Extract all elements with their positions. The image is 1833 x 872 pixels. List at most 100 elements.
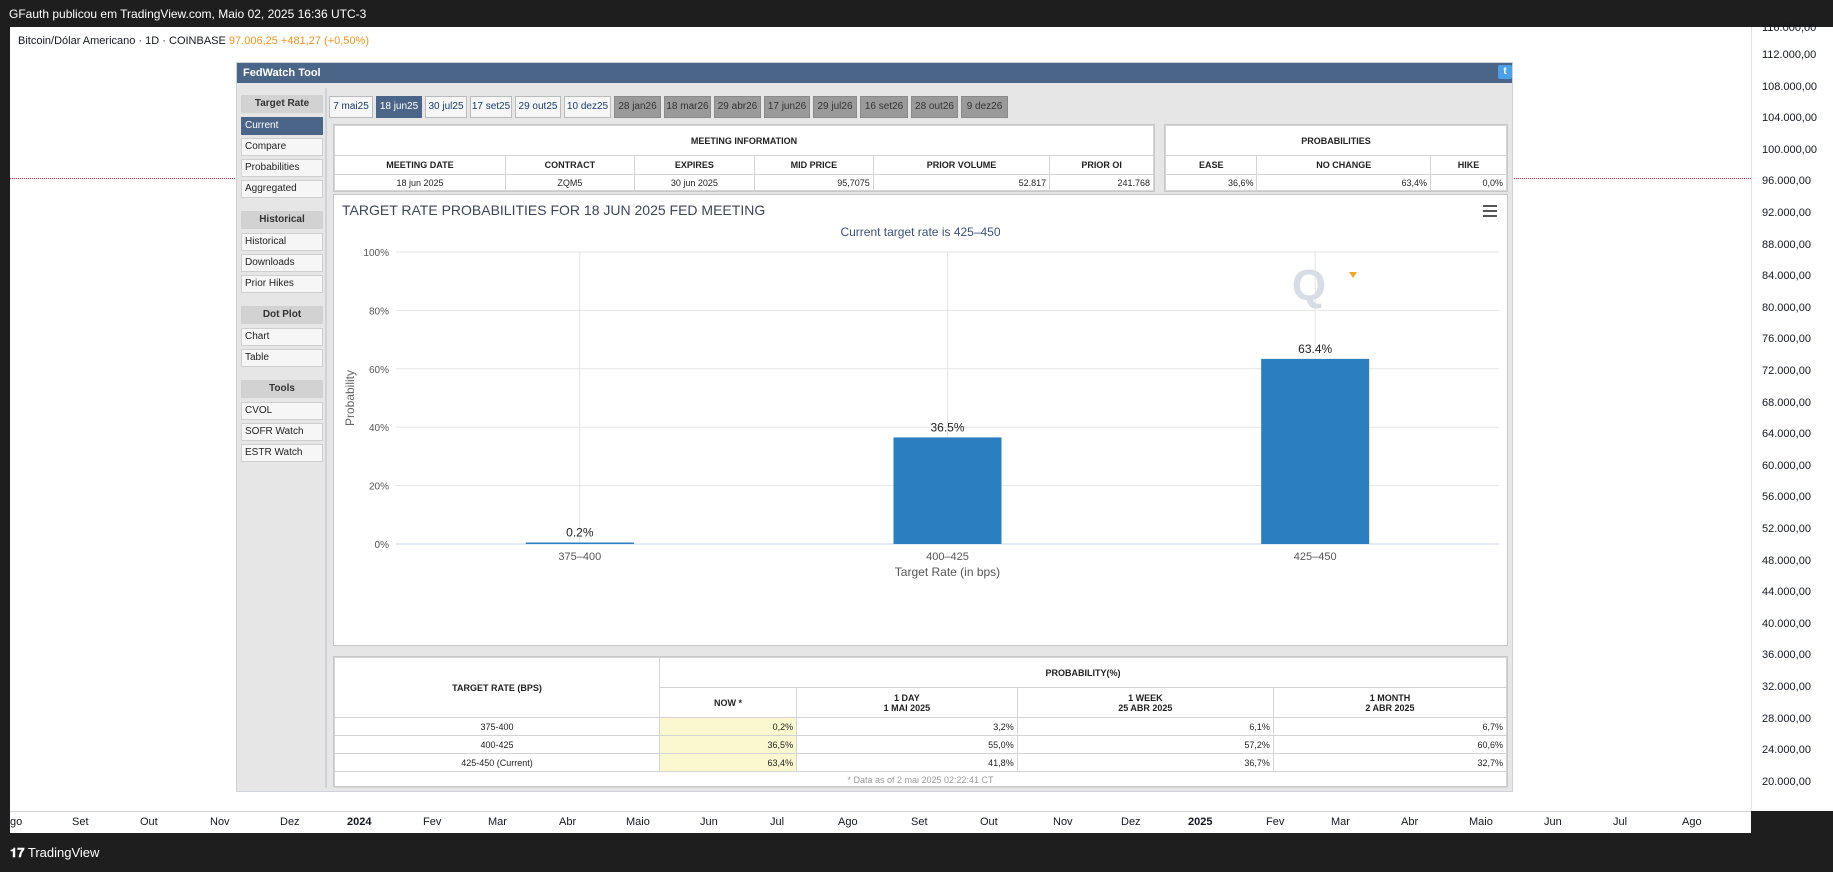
meeting-tab[interactable]: 28 out26 [911, 96, 958, 118]
meeting-tab[interactable]: 7 mai25 [329, 96, 373, 118]
price-tick-label: 36.000,00 [1762, 649, 1811, 662]
time-tick-label: Jun [700, 816, 718, 828]
price-tick-label: 68.000,00 [1762, 396, 1811, 409]
probability-cell: 6,1% [1016, 717, 1274, 736]
sidebar-item[interactable]: ESTR Watch [241, 444, 323, 462]
sidebar-item[interactable]: Downloads [241, 254, 323, 272]
probabilities-values: 36,6% 63,4% 0,0% [1164, 174, 1507, 191]
probability-cell: 3,2% [796, 717, 1018, 736]
bar-data-label: 0.2% [566, 526, 594, 540]
symbol-name: Bitcoin/Dólar Americano · 1D · COINBASE [18, 35, 226, 47]
bar-data-label: 63.4% [1298, 342, 1332, 356]
meeting-tab[interactable]: 17 set25 [470, 96, 512, 118]
probability-column-line2: 2 ABR 2025 [1365, 702, 1415, 713]
time-tick-label: go [10, 816, 23, 828]
time-axis[interactable]: go Set Out Nov Dez 2024 Fev Mar Abr Maio Jun Jul Ago… [10, 811, 1751, 833]
price-tick-label: 76.000,00 [1762, 333, 1811, 346]
meeting-tab[interactable]: 18 mar26 [664, 96, 711, 118]
price-tick-label: 84.000,00 [1762, 270, 1811, 283]
tradingview-logo[interactable]: 𝟏𝟕 TradingView [10, 845, 99, 861]
sidebar-heading: Tools [241, 380, 323, 398]
meeting-info-value: ZQM5 [504, 174, 635, 191]
sidebar-heading: Dot Plot [241, 306, 323, 324]
time-tick-label: 2024 [347, 816, 372, 828]
probabilities-column: NO CHANGE [1256, 155, 1432, 175]
publish-info-bar: GFauth publicou em TradingView.com, Maio… [0, 0, 1833, 27]
sidebar-divider [325, 88, 327, 788]
meeting-info-value: 241.768 [1049, 174, 1154, 191]
probability-cell: 55,0% [796, 735, 1018, 754]
meeting-info-values: 18 jun 2025 ZQM5 30 jun 2025 95,7075 52.817 2… [334, 174, 1154, 191]
meeting-tab[interactable]: 29 abr26 [714, 96, 761, 118]
bar-400–425[interactable] [893, 437, 1002, 544]
bar-375–400[interactable] [525, 542, 634, 545]
sidebar-item[interactable]: Compare [241, 138, 323, 156]
price-tick-label: 104.000,00 [1762, 112, 1818, 125]
probability-cell: 41,8% [796, 753, 1018, 772]
chart-menu-icon[interactable] [1483, 205, 1497, 217]
time-tick-label: Jul [1613, 816, 1628, 828]
time-tick-label: Jun [1544, 816, 1562, 828]
meeting-tab[interactable]: 9 dez26 [961, 96, 1008, 118]
sidebar-item[interactable]: Aggregated [241, 180, 323, 198]
sidebar-item[interactable]: Table [241, 349, 323, 367]
price-scale[interactable]: 116.000,00 112.000,00 108.000,00 104.000,00… [1751, 22, 1833, 811]
probability-column-line1: 1 WEEK [1128, 692, 1163, 703]
sidebar-item[interactable]: Current [241, 117, 323, 135]
probability-rows: 375-400 0,2% 3,2% 6,1% 6,7% 400-425 36,5% 55,0%… [334, 717, 1508, 772]
time-tick-label: Fev [1266, 816, 1285, 828]
time-tick-label: Ago [1682, 816, 1702, 828]
probability-cell: 60,6% [1272, 735, 1508, 754]
target-rate-cell: 425-450 (Current) [334, 753, 660, 772]
price-tick-label: 28.000,00 [1762, 712, 1811, 725]
time-tick-label: Mar [1331, 816, 1350, 828]
probability-column-line1: 1 DAY [894, 692, 920, 703]
bar-425–450[interactable] [1261, 358, 1370, 544]
bottom-bar: 𝟏𝟕 TradingView [0, 833, 1833, 872]
meeting-tab[interactable]: 29 out25 [515, 96, 561, 118]
tradingview-logo-text: TradingView [27, 845, 100, 860]
probability-cell: 36,5% [658, 735, 798, 754]
sidebar-item[interactable]: Probabilities [241, 159, 323, 177]
price-tick-label: 72.000,00 [1762, 365, 1811, 377]
price-tick-label: 92.000,00 [1762, 207, 1811, 219]
y-tick-label: 20% [369, 482, 389, 493]
sidebar-item[interactable]: Prior Hikes [241, 275, 323, 293]
meeting-info-columns: MEETING DATE CONTRACT EXPIRES MID PRICE PRIO… [334, 155, 1154, 175]
symbol-price: 97.006,25 [228, 35, 278, 47]
sidebar-item[interactable]: Chart [241, 328, 323, 346]
fedwatch-tool-window: FedWatch Tool t Target Rate Current Compar… [236, 62, 1513, 792]
meeting-tab[interactable]: 17 jun26 [764, 96, 810, 118]
probability-table-panel: TARGET RATE (BPS) PROBABILITY(%) NOW * 1 … [333, 656, 1508, 788]
probability-column-header: NOW * [658, 687, 798, 718]
sidebar-item[interactable]: SOFR Watch [241, 423, 323, 441]
sidebar-item[interactable]: Historical [241, 233, 323, 251]
price-tick-label: 56.000,00 [1762, 491, 1811, 504]
meeting-tab[interactable]: 28 jan26 [614, 96, 661, 118]
time-tick-label: 2025 [1188, 816, 1213, 828]
price-tick-label: 108.000,00 [1762, 80, 1818, 93]
meeting-tab[interactable]: 18 jun25 [376, 96, 422, 118]
meeting-info-column: PRIOR VOLUME [872, 155, 1051, 175]
price-tick-label: 24.000,00 [1762, 744, 1811, 757]
symbol-legend: Bitcoin/Dólar Americano · 1D · COINBASE … [18, 35, 369, 47]
sidebar-item[interactable]: CVOL [241, 402, 323, 420]
price-tick-label: 52.000,00 [1762, 523, 1811, 535]
twitter-icon[interactable]: t [1498, 65, 1512, 79]
sidebar-spacer [241, 370, 323, 378]
meeting-tab[interactable]: 29 jul26 [813, 96, 857, 118]
probability-chart-panel: TARGET RATE PROBABILITIES FOR 18 JUN 202… [333, 194, 1508, 646]
meeting-tab[interactable]: 30 jul25 [425, 96, 467, 118]
meeting-tab[interactable]: 10 dez25 [564, 96, 611, 118]
meeting-tab[interactable]: 16 set26 [860, 96, 908, 118]
y-axis-title: Probability [343, 370, 357, 426]
probability-column-header: 1 WEEK 25 ABR 2025 [1016, 687, 1274, 718]
price-tick-label: 40.000,00 [1762, 617, 1811, 630]
probability-header: PROBABILITY(%) [659, 657, 1507, 688]
probability-cell: 63,4% [658, 753, 798, 772]
sidebar-heading: Target Rate [241, 95, 323, 113]
table-row: 375-400 0,2% 3,2% 6,1% 6,7% [334, 717, 1508, 736]
fedwatch-title: FedWatch Tool [243, 67, 321, 79]
meeting-info-column: MID PRICE [753, 155, 874, 175]
price-tick-label: 64.000,00 [1762, 428, 1811, 441]
